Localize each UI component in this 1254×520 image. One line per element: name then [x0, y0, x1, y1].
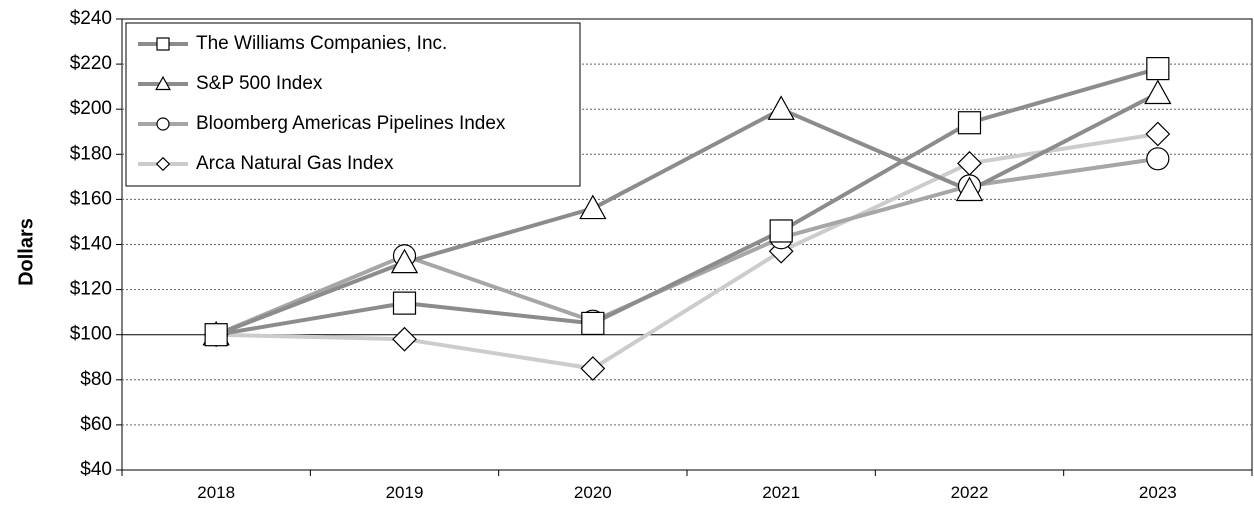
- legend-marker-diamond: [155, 156, 171, 172]
- data-point-triangle: [579, 194, 607, 220]
- legend: The Williams Companies, Inc. S&P 500 Inde…: [125, 22, 581, 187]
- data-point-circle: [1146, 147, 1170, 171]
- data-point-triangle: [1144, 79, 1172, 105]
- y-tick-label: $180: [70, 143, 112, 164]
- x-tick-label: 2023: [1139, 483, 1177, 502]
- data-point-diamond: [957, 150, 982, 176]
- y-tick-label: $100: [70, 324, 112, 345]
- y-tick-label: $40: [80, 459, 112, 480]
- x-tick-label: 2021: [762, 483, 800, 502]
- data-point-square: [769, 219, 793, 243]
- legend-label: S&P 500 Index: [196, 73, 323, 94]
- legend-label: The Williams Companies, Inc.: [196, 33, 447, 54]
- y-tick-label: $120: [70, 279, 112, 300]
- data-point-square: [392, 291, 417, 315]
- x-tick-label: 2018: [197, 483, 235, 502]
- x-tick-label: 2020: [574, 483, 612, 502]
- y-tick-label: $200: [70, 98, 112, 119]
- data-point-triangle: [767, 95, 795, 120]
- legend-marker-circle: [156, 117, 170, 131]
- legend-marker-square: [156, 37, 170, 51]
- legend-marker-triangle: [155, 75, 171, 91]
- data-point-square: [1146, 57, 1170, 81]
- y-tick-label: $140: [70, 234, 112, 255]
- y-tick-label: $160: [70, 188, 112, 209]
- data-point-diamond: [580, 356, 606, 381]
- y-tick-label: $60: [80, 414, 112, 435]
- data-point-square: [957, 111, 982, 135]
- data-point-triangle: [955, 176, 984, 202]
- data-point-diamond: [1145, 121, 1171, 147]
- legend-box: [125, 22, 581, 187]
- legend-label: Bloomberg Americas Pipelines Index: [196, 113, 506, 134]
- data-point-square: [581, 311, 605, 336]
- data-point-diamond: [392, 326, 417, 352]
- x-tick-label: 2022: [951, 483, 989, 502]
- series-layer: [202, 57, 1172, 381]
- y-axis-label: Dollars: [15, 218, 37, 286]
- y-tick-label: $220: [70, 53, 112, 74]
- series-line: [215, 156, 1159, 337]
- data-point-triangle: [390, 248, 419, 274]
- y-tick-label: $240: [70, 8, 112, 29]
- series-line: [216, 132, 1159, 371]
- data-point-square: [204, 323, 228, 347]
- legend-label: Arca Natural Gas Index: [196, 153, 394, 174]
- y-tick-label: $80: [80, 369, 112, 390]
- series-line: [215, 66, 1159, 337]
- axis-layer: $40 $60 $80 $100 $120 $140 $160 $180 $200 $220 $24…: [70, 8, 1253, 502]
- x-tick-label: 2019: [386, 483, 424, 502]
- series-line: [215, 91, 1159, 337]
